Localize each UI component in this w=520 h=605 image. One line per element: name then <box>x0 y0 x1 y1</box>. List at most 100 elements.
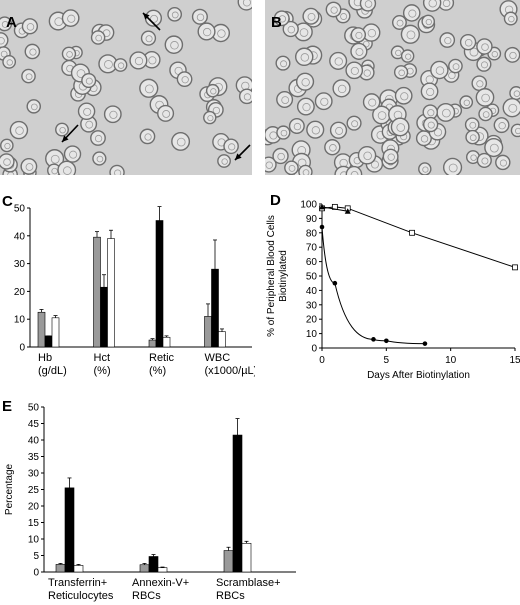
red-blood-cell <box>390 117 410 137</box>
cell-center <box>481 43 489 51</box>
cell-center <box>442 0 451 8</box>
red-blood-cell <box>502 98 520 118</box>
arrow-head <box>235 153 242 160</box>
bar <box>218 331 226 348</box>
cell-center <box>288 165 296 172</box>
cell-center <box>265 161 273 169</box>
cell-center <box>287 25 296 34</box>
red-blood-cell <box>296 97 315 116</box>
cell-center <box>355 31 363 39</box>
red-blood-cell <box>504 46 520 63</box>
cell-center <box>210 88 217 95</box>
cell-center <box>96 155 104 163</box>
cell-center <box>425 18 432 26</box>
cell-center <box>280 129 288 137</box>
category-label: Reticulocytes <box>48 590 114 602</box>
category-label: Retic <box>149 352 175 364</box>
cell-center <box>207 115 214 122</box>
cell-center <box>469 47 479 57</box>
cell-center <box>370 160 380 169</box>
cell-center <box>469 134 477 142</box>
data-point <box>344 208 351 214</box>
red-blood-cell <box>324 139 341 156</box>
cell-center <box>145 35 153 43</box>
y-tick-label: 100 <box>300 200 317 211</box>
red-blood-cell <box>20 157 38 175</box>
red-blood-cell <box>238 88 252 105</box>
red-blood-cell <box>57 160 77 175</box>
cell-center <box>302 169 310 175</box>
bar <box>37 311 46 348</box>
red-blood-cell <box>332 79 351 98</box>
red-blood-cell <box>171 132 191 151</box>
cell-center <box>243 93 252 101</box>
panel-label-e: E <box>2 398 13 415</box>
cell-center <box>217 29 226 38</box>
cell-center <box>469 121 477 129</box>
red-blood-cell <box>92 151 107 166</box>
y-tick-label: 0 <box>33 568 39 579</box>
red-blood-cell <box>191 8 208 25</box>
cell-center <box>335 126 344 135</box>
panel-label-a: A <box>6 14 17 31</box>
y-tick-label: 30 <box>28 469 40 480</box>
cell-center <box>66 51 73 58</box>
data-point <box>384 338 389 344</box>
red-blood-cell <box>61 46 77 62</box>
cell-center <box>448 163 458 173</box>
x-tick-label: 0 <box>319 355 325 366</box>
red-blood-cell <box>81 72 97 89</box>
cell-center <box>337 84 347 94</box>
bar <box>107 238 115 348</box>
red-blood-cell <box>422 0 442 12</box>
bar <box>155 220 164 348</box>
cell-center <box>302 103 311 112</box>
data-point <box>319 224 325 230</box>
red-blood-cell <box>90 130 106 146</box>
red-blood-cell <box>275 55 291 71</box>
y-tick-label: 10 <box>28 535 40 546</box>
chart-d: 0 10 20 30 40 50 60 70 80 90 100 0 5 10 15 Days After B… <box>266 200 520 382</box>
cell-center <box>242 0 251 7</box>
cell-center <box>330 6 338 14</box>
y-tick-label: 20 <box>306 315 318 326</box>
cell-center <box>26 23 35 31</box>
cell-center <box>464 39 473 47</box>
red-blood-cell <box>273 10 290 27</box>
red-blood-cell <box>421 14 436 29</box>
red-blood-cell <box>493 117 510 134</box>
category-label: Transferrin+ <box>48 577 107 589</box>
category-label: (%) <box>149 365 166 377</box>
red-blood-cell <box>345 165 363 175</box>
red-blood-cell <box>357 145 377 165</box>
category-label: (x1000/µL) <box>205 365 256 377</box>
cell-center <box>396 19 404 27</box>
arrow-head <box>143 13 150 20</box>
cell-center <box>426 87 435 97</box>
red-blood-cell <box>325 1 342 18</box>
y-tick-label: 20 <box>28 502 40 513</box>
red-blood-cell <box>176 71 193 88</box>
x-axis-label: Days After Biotinylation <box>367 370 470 381</box>
cell-center <box>498 122 506 130</box>
red-blood-cell <box>476 56 492 72</box>
y-axis-label: Biotinylated <box>278 250 289 302</box>
cell-center <box>299 28 309 37</box>
cell-center <box>406 30 416 40</box>
data-point <box>422 341 428 346</box>
cell-center <box>514 127 520 135</box>
red-blood-cell <box>140 30 157 46</box>
cell-center <box>408 9 417 18</box>
cell-center <box>30 103 38 111</box>
red-blood-cell <box>298 164 313 175</box>
red-blood-cell <box>0 32 9 49</box>
red-blood-cell <box>478 106 493 122</box>
red-blood-cell <box>503 11 518 26</box>
data-point <box>512 264 518 271</box>
cell-center <box>398 69 405 77</box>
bar <box>44 335 53 348</box>
cell-center <box>176 137 186 147</box>
x-tick-label: 15 <box>509 355 520 366</box>
cell-center <box>481 93 490 103</box>
bar <box>55 564 66 573</box>
